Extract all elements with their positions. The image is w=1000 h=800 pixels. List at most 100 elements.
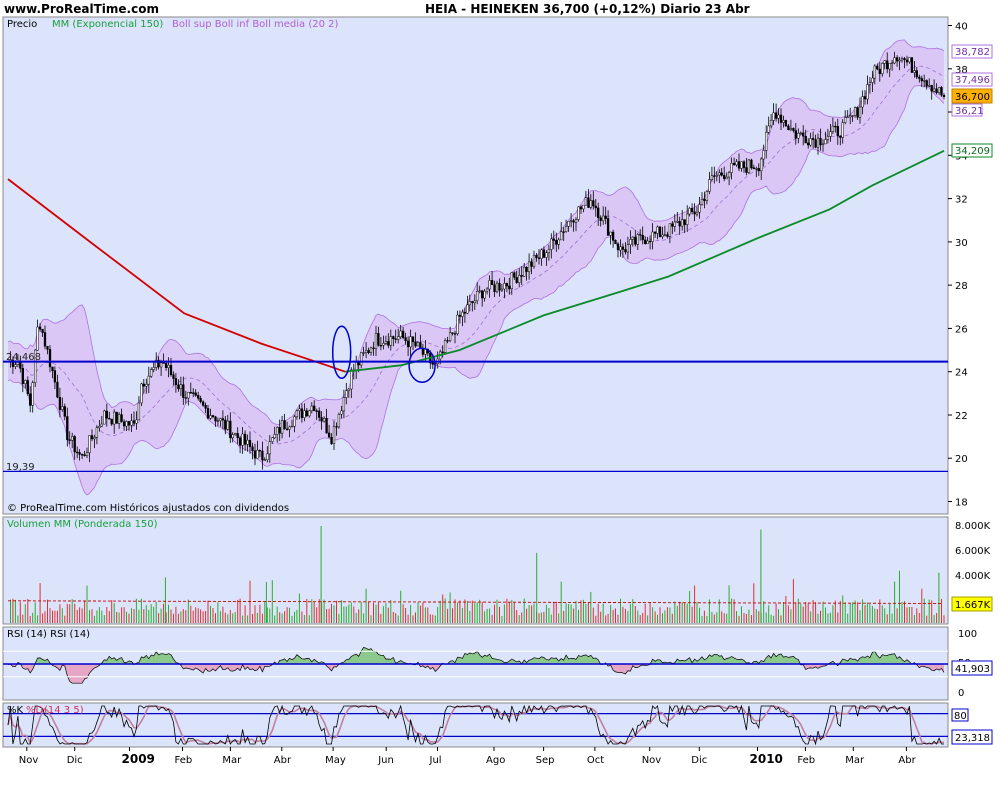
hline-bottom-label: 19,39 xyxy=(6,462,35,473)
candle xyxy=(540,248,543,266)
candle xyxy=(322,416,326,423)
candle xyxy=(725,172,728,180)
bollinger-middle xyxy=(7,65,945,445)
candle xyxy=(920,75,923,88)
legend-ema: MM (Exponencial 150) xyxy=(52,19,163,30)
candle xyxy=(871,70,874,92)
candle xyxy=(392,335,395,347)
xtick-label: Jul xyxy=(429,755,442,766)
xtick-label: Abr xyxy=(274,755,292,766)
candle xyxy=(448,326,452,343)
svg-text:34,209: 34,209 xyxy=(955,146,990,157)
candle xyxy=(552,230,555,250)
candle xyxy=(599,215,602,227)
candle xyxy=(572,218,575,232)
candle xyxy=(199,395,202,404)
candle xyxy=(95,425,99,445)
candle xyxy=(782,115,785,128)
candle xyxy=(142,379,145,394)
candle xyxy=(560,222,563,241)
candle xyxy=(851,115,854,122)
candle xyxy=(698,197,701,219)
candle xyxy=(310,402,313,414)
svg-text:37,496: 37,496 xyxy=(955,75,990,86)
candle xyxy=(836,118,839,145)
candle xyxy=(56,374,59,399)
candle xyxy=(661,226,664,240)
candle xyxy=(295,409,299,420)
candle xyxy=(673,214,676,232)
candle xyxy=(686,205,689,232)
candle xyxy=(500,284,504,292)
candle xyxy=(710,166,714,182)
candle xyxy=(347,388,350,398)
candle xyxy=(192,388,195,398)
candle xyxy=(493,280,496,297)
candle xyxy=(829,123,832,142)
candle xyxy=(935,83,938,95)
candle xyxy=(283,413,286,430)
candle xyxy=(555,232,558,252)
candle xyxy=(214,415,217,427)
candle xyxy=(209,408,212,420)
legend-rsi: RSI (14) RSI (14) xyxy=(7,629,90,640)
candle xyxy=(201,400,205,407)
candle xyxy=(925,79,928,90)
candle xyxy=(789,119,793,132)
candle xyxy=(372,341,375,356)
candle xyxy=(557,237,560,250)
candle xyxy=(93,434,96,449)
candle xyxy=(856,106,859,120)
svg-text:38,782: 38,782 xyxy=(955,47,990,58)
candle xyxy=(300,403,304,423)
candle xyxy=(34,349,37,387)
candle xyxy=(397,328,400,344)
vol-tick-6000: 6.000K xyxy=(955,546,991,557)
candle xyxy=(389,329,392,351)
candle xyxy=(718,169,721,184)
candle xyxy=(330,433,333,445)
candle xyxy=(678,216,681,235)
candle xyxy=(315,408,318,421)
candle xyxy=(730,157,733,180)
candle xyxy=(256,440,259,459)
xtick-label: Dic xyxy=(691,755,707,766)
candle xyxy=(592,191,595,210)
candle xyxy=(757,163,760,176)
candle xyxy=(103,409,106,425)
label-boll-media: 37,496 xyxy=(951,72,993,87)
candle xyxy=(490,271,494,286)
candle xyxy=(88,435,91,463)
candle xyxy=(849,107,852,125)
candle xyxy=(584,190,588,206)
candle xyxy=(769,114,773,129)
candle xyxy=(631,236,634,247)
candle xyxy=(715,171,718,182)
candle xyxy=(732,157,736,166)
candle xyxy=(636,233,639,250)
candle xyxy=(839,135,842,146)
candle xyxy=(189,382,192,394)
candle xyxy=(577,206,580,222)
candle xyxy=(562,227,565,241)
candle xyxy=(51,366,54,379)
candle xyxy=(68,431,71,445)
candle xyxy=(737,153,741,172)
candle xyxy=(219,417,222,427)
candle xyxy=(340,405,343,419)
candle xyxy=(325,408,328,434)
candle xyxy=(794,123,797,145)
candle xyxy=(224,416,227,435)
candle xyxy=(510,272,513,295)
candle xyxy=(895,55,899,67)
candle xyxy=(382,335,385,350)
candle xyxy=(481,289,484,307)
candle xyxy=(58,387,62,418)
ytick-label: 18 xyxy=(955,498,968,509)
candle xyxy=(708,171,711,195)
candle xyxy=(503,277,506,299)
stoch-panel xyxy=(2,702,949,748)
candle xyxy=(327,424,331,438)
candle xyxy=(399,324,402,340)
candle xyxy=(367,347,370,355)
